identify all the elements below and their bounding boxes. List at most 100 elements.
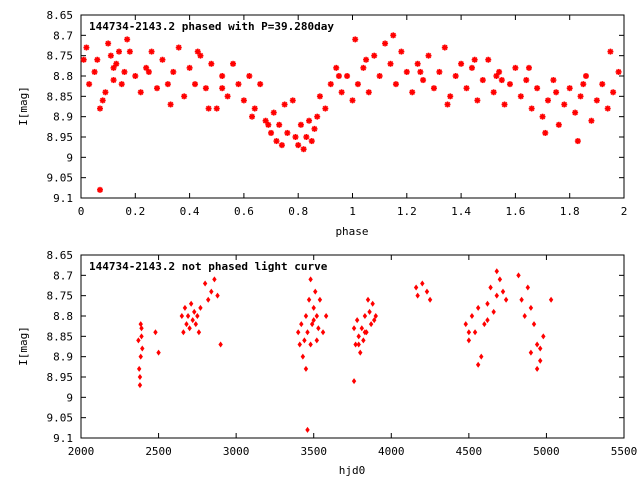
y-axis: 8.65 8.7 8.75 8.8 8.85 8.9 8.95 9 9.05 9.1 <box>47 9 624 205</box>
y-tick-label: 9.05 <box>47 172 74 185</box>
data-point <box>139 325 144 332</box>
x-tick-label: 0.8 <box>288 205 308 218</box>
data-point <box>175 44 182 51</box>
chart-title: 144734-2143.2 not phased light curve <box>89 260 328 273</box>
data-point <box>153 329 158 336</box>
data-point <box>354 81 361 88</box>
data-point <box>490 89 497 96</box>
data-point <box>126 48 133 55</box>
data-point <box>358 349 363 356</box>
data-point <box>494 292 499 299</box>
data-point <box>506 81 513 88</box>
data-point <box>306 296 312 303</box>
data-point <box>314 313 320 319</box>
data-point <box>110 64 117 71</box>
data-point <box>305 426 310 433</box>
data-point <box>475 361 481 368</box>
y-tick-label: 8.7 <box>53 29 73 42</box>
data-point <box>368 321 374 328</box>
data-point <box>420 280 425 287</box>
data-point <box>519 296 524 303</box>
data-point <box>317 296 323 303</box>
data-point <box>314 337 320 344</box>
data-point <box>392 81 399 88</box>
data-point <box>371 52 378 59</box>
data-point <box>137 89 144 96</box>
x-tick-label: 2500 <box>145 445 172 458</box>
y-tick-label: 8.95 <box>47 131 74 144</box>
data-point <box>363 56 370 63</box>
data-point <box>219 73 226 79</box>
data-point <box>466 329 472 336</box>
data-point <box>159 56 166 63</box>
data-point <box>534 365 540 372</box>
data-point <box>523 77 530 84</box>
x-axis: 2000 2500 3000 3500 4000 4500 5000 5500 <box>68 255 638 458</box>
y-tick-label: 8.75 <box>47 290 74 303</box>
data-point <box>525 64 532 71</box>
data-point <box>192 81 199 88</box>
data-point <box>517 93 524 100</box>
data-point <box>300 353 306 360</box>
data-point <box>303 313 309 319</box>
data-point <box>538 345 543 352</box>
data-point <box>212 276 217 283</box>
x-tick-label: 5500 <box>611 445 638 458</box>
x-tick-label: 0.4 <box>180 205 200 218</box>
data-point <box>541 333 546 340</box>
data-point <box>181 93 188 100</box>
y-tick-label: 8.65 <box>47 9 74 22</box>
data-point <box>610 89 617 96</box>
data-point <box>496 68 503 75</box>
data-point <box>409 89 416 96</box>
data-point <box>316 93 323 100</box>
y-tick-label: 9 <box>66 151 73 164</box>
data-point <box>471 56 478 63</box>
data-point <box>224 93 231 100</box>
data-point <box>309 321 315 328</box>
data-point <box>265 121 272 128</box>
data-point <box>322 105 329 112</box>
data-point <box>528 349 534 356</box>
data-point <box>491 308 496 315</box>
data-point <box>370 300 375 307</box>
data-point <box>184 321 189 328</box>
data-point <box>580 81 587 88</box>
data-point <box>604 105 611 112</box>
x-tick-label: 4500 <box>456 445 483 458</box>
data-point <box>415 292 420 299</box>
data-point <box>300 146 307 153</box>
data-point <box>240 97 247 104</box>
data-point <box>561 101 568 108</box>
data-points <box>80 32 622 193</box>
data-point <box>251 105 258 112</box>
data-point <box>206 296 211 303</box>
x-axis-label: phase <box>335 225 368 238</box>
data-point <box>179 313 185 319</box>
data-point <box>116 48 123 55</box>
data-point <box>156 349 161 356</box>
data-point <box>516 272 521 279</box>
data-point <box>482 321 487 328</box>
y-tick-label: 8.9 <box>53 111 73 124</box>
data-point <box>320 329 326 336</box>
data-point <box>463 321 468 328</box>
data-point <box>425 52 432 59</box>
data-point <box>572 109 579 116</box>
data-point <box>525 284 531 291</box>
data-point <box>376 73 383 79</box>
data-point <box>356 341 361 348</box>
data-point <box>430 85 437 92</box>
data-point <box>398 48 405 55</box>
data-point <box>479 353 484 360</box>
data-point <box>107 52 114 59</box>
data-point <box>303 134 310 140</box>
data-point <box>110 77 117 84</box>
data-point <box>187 325 192 332</box>
data-point <box>311 125 318 132</box>
y-tick-label: 8.75 <box>47 50 74 63</box>
x-tick-label: 2000 <box>68 445 95 458</box>
data-point <box>295 142 302 149</box>
data-point <box>493 73 500 79</box>
